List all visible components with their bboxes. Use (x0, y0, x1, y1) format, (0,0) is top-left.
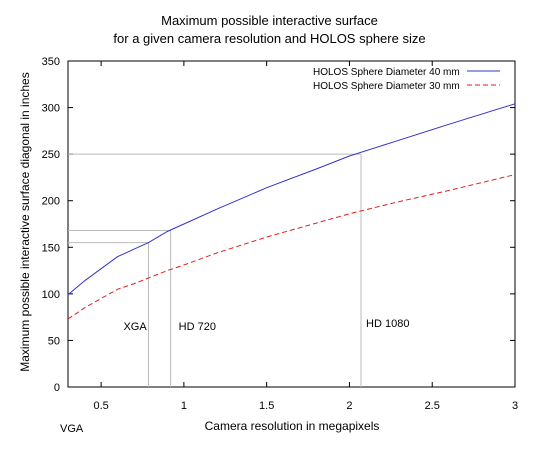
x-tick-label: 0.5 (93, 400, 108, 412)
chart-title: Maximum possible interactive surface (161, 13, 378, 28)
x-tick-label: 2 (346, 400, 352, 412)
y-tick-label: 250 (42, 149, 60, 161)
series-line-1 (67, 103, 516, 296)
legend-label-1: HOLOS Sphere Diameter 40 mm (313, 67, 460, 78)
x-axis-label: Camera resolution in megapixels (204, 419, 380, 433)
y-tick-label: 50 (48, 335, 60, 347)
y-tick-label: 0 (54, 382, 60, 394)
y-tick-label: 150 (42, 242, 60, 254)
x-tick-label: 1.5 (259, 400, 274, 412)
annotation-label-hd-720: HD 720 (179, 321, 216, 333)
y-tick-label: 100 (42, 289, 60, 301)
y-tick-label: 350 (42, 56, 60, 68)
legend-label-2: HOLOS Sphere Diameter 30 mm (313, 81, 460, 92)
chart-subtitle: for a given camera resolution and HOLOS … (113, 31, 426, 46)
y-tick-label: 300 (42, 103, 60, 115)
annotation-label-hd-1080: HD 1080 (366, 318, 409, 330)
y-tick-label: 200 (42, 196, 60, 208)
annotation-label-xga: XGA (123, 321, 147, 333)
x-tick-label: 3 (512, 400, 518, 412)
y-axis-label: Maximum possible interactive surface dia… (18, 72, 32, 372)
annotation-label-vga: VGA (60, 423, 84, 435)
x-tick-label: 2.5 (425, 400, 440, 412)
series-line-2 (67, 174, 516, 320)
x-tick-label: 1 (181, 400, 187, 412)
plot-frame (67, 60, 516, 388)
